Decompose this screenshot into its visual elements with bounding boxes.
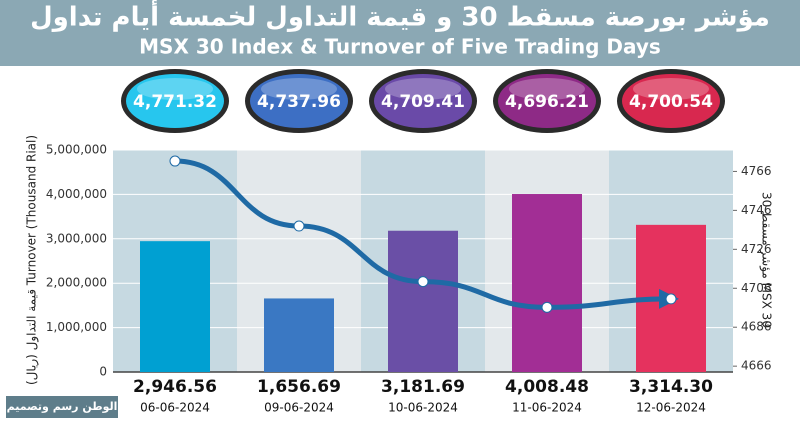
x-tick-label: 06-06-2024 — [140, 401, 210, 415]
index-point — [293, 220, 305, 232]
y-tick-label: 3,000,000 — [46, 231, 107, 245]
index-value-label: 4,700.54 — [629, 92, 713, 112]
y2-tick-label: 4706 — [741, 281, 772, 295]
credit: الوطن رسم وتصميم — [7, 400, 118, 413]
badge-shine — [385, 78, 461, 100]
header-band — [0, 0, 800, 66]
index-value-label: 4,771.32 — [133, 92, 217, 112]
y-tick-label: 1,000,000 — [46, 320, 107, 334]
bar — [140, 241, 210, 372]
bar — [388, 230, 458, 372]
badge — [622, 74, 720, 128]
badge — [374, 74, 472, 128]
badge-shine — [137, 78, 213, 100]
y-tick-label: 5,000,000 — [46, 143, 107, 157]
x-tick-label: 09-06-2024 — [264, 401, 334, 415]
y2-tick-label: 4726 — [741, 242, 772, 256]
chart-title: مؤشر بورصة مسقط 30 و قيمة التداول لخمسة … — [30, 0, 770, 33]
chart-subtitle: MSX 30 Index & Turnover of Five Trading … — [139, 35, 661, 59]
index-badge: 4,737.96 — [245, 69, 353, 133]
y-tick-label: 2,000,000 — [46, 276, 107, 290]
x-tick-label: 10-06-2024 — [388, 401, 458, 415]
index-badge: 4,771.32 — [121, 69, 229, 133]
bar — [512, 194, 582, 372]
bar-value-label: 1,656.69 — [257, 377, 341, 397]
badge-shine — [633, 78, 709, 100]
index-value-label: 4,696.21 — [505, 92, 589, 112]
index-point — [541, 301, 553, 313]
bar-value-label: 2,946.56 — [133, 377, 217, 397]
y-tick-label: 4,000,000 — [46, 187, 107, 201]
bar — [264, 298, 334, 372]
index-value-label: 4,737.96 — [257, 92, 341, 112]
index-point — [169, 155, 181, 167]
index-line — [174, 158, 679, 310]
badge-shine — [261, 78, 337, 100]
y2-tick-label: 4666 — [741, 359, 772, 373]
badge — [498, 74, 596, 128]
index-badge: 4,709.41 — [369, 69, 477, 133]
x-tick-label: 12-06-2024 — [636, 401, 706, 415]
x-tick-label: 11-06-2024 — [512, 401, 582, 415]
y2-axis-label: مؤشر مسقط 30 MSX 30 — [759, 192, 774, 328]
y-tick-label: 0 — [99, 365, 107, 379]
y2-tick-label: 4766 — [741, 164, 772, 178]
index-badge: 4,696.21 — [493, 69, 601, 133]
badge-shine — [509, 78, 585, 100]
bar-value-label: 4,008.48 — [505, 377, 589, 397]
index-point — [417, 276, 429, 288]
index-value-label: 4,709.41 — [381, 92, 465, 112]
y2-tick-label: 4686 — [741, 320, 772, 334]
y-axis-label: قيمة التداول (ريال) Turnover (Thousand R… — [25, 135, 40, 385]
index-point — [665, 293, 677, 305]
index-badge: 4,700.54 — [617, 69, 725, 133]
bar-value-label: 3,181.69 — [381, 377, 465, 397]
y2-tick-label: 4746 — [741, 203, 772, 217]
credit-box — [6, 396, 118, 418]
bar-value-label: 3,314.30 — [629, 377, 713, 397]
badge — [126, 74, 224, 128]
badge — [250, 74, 348, 128]
